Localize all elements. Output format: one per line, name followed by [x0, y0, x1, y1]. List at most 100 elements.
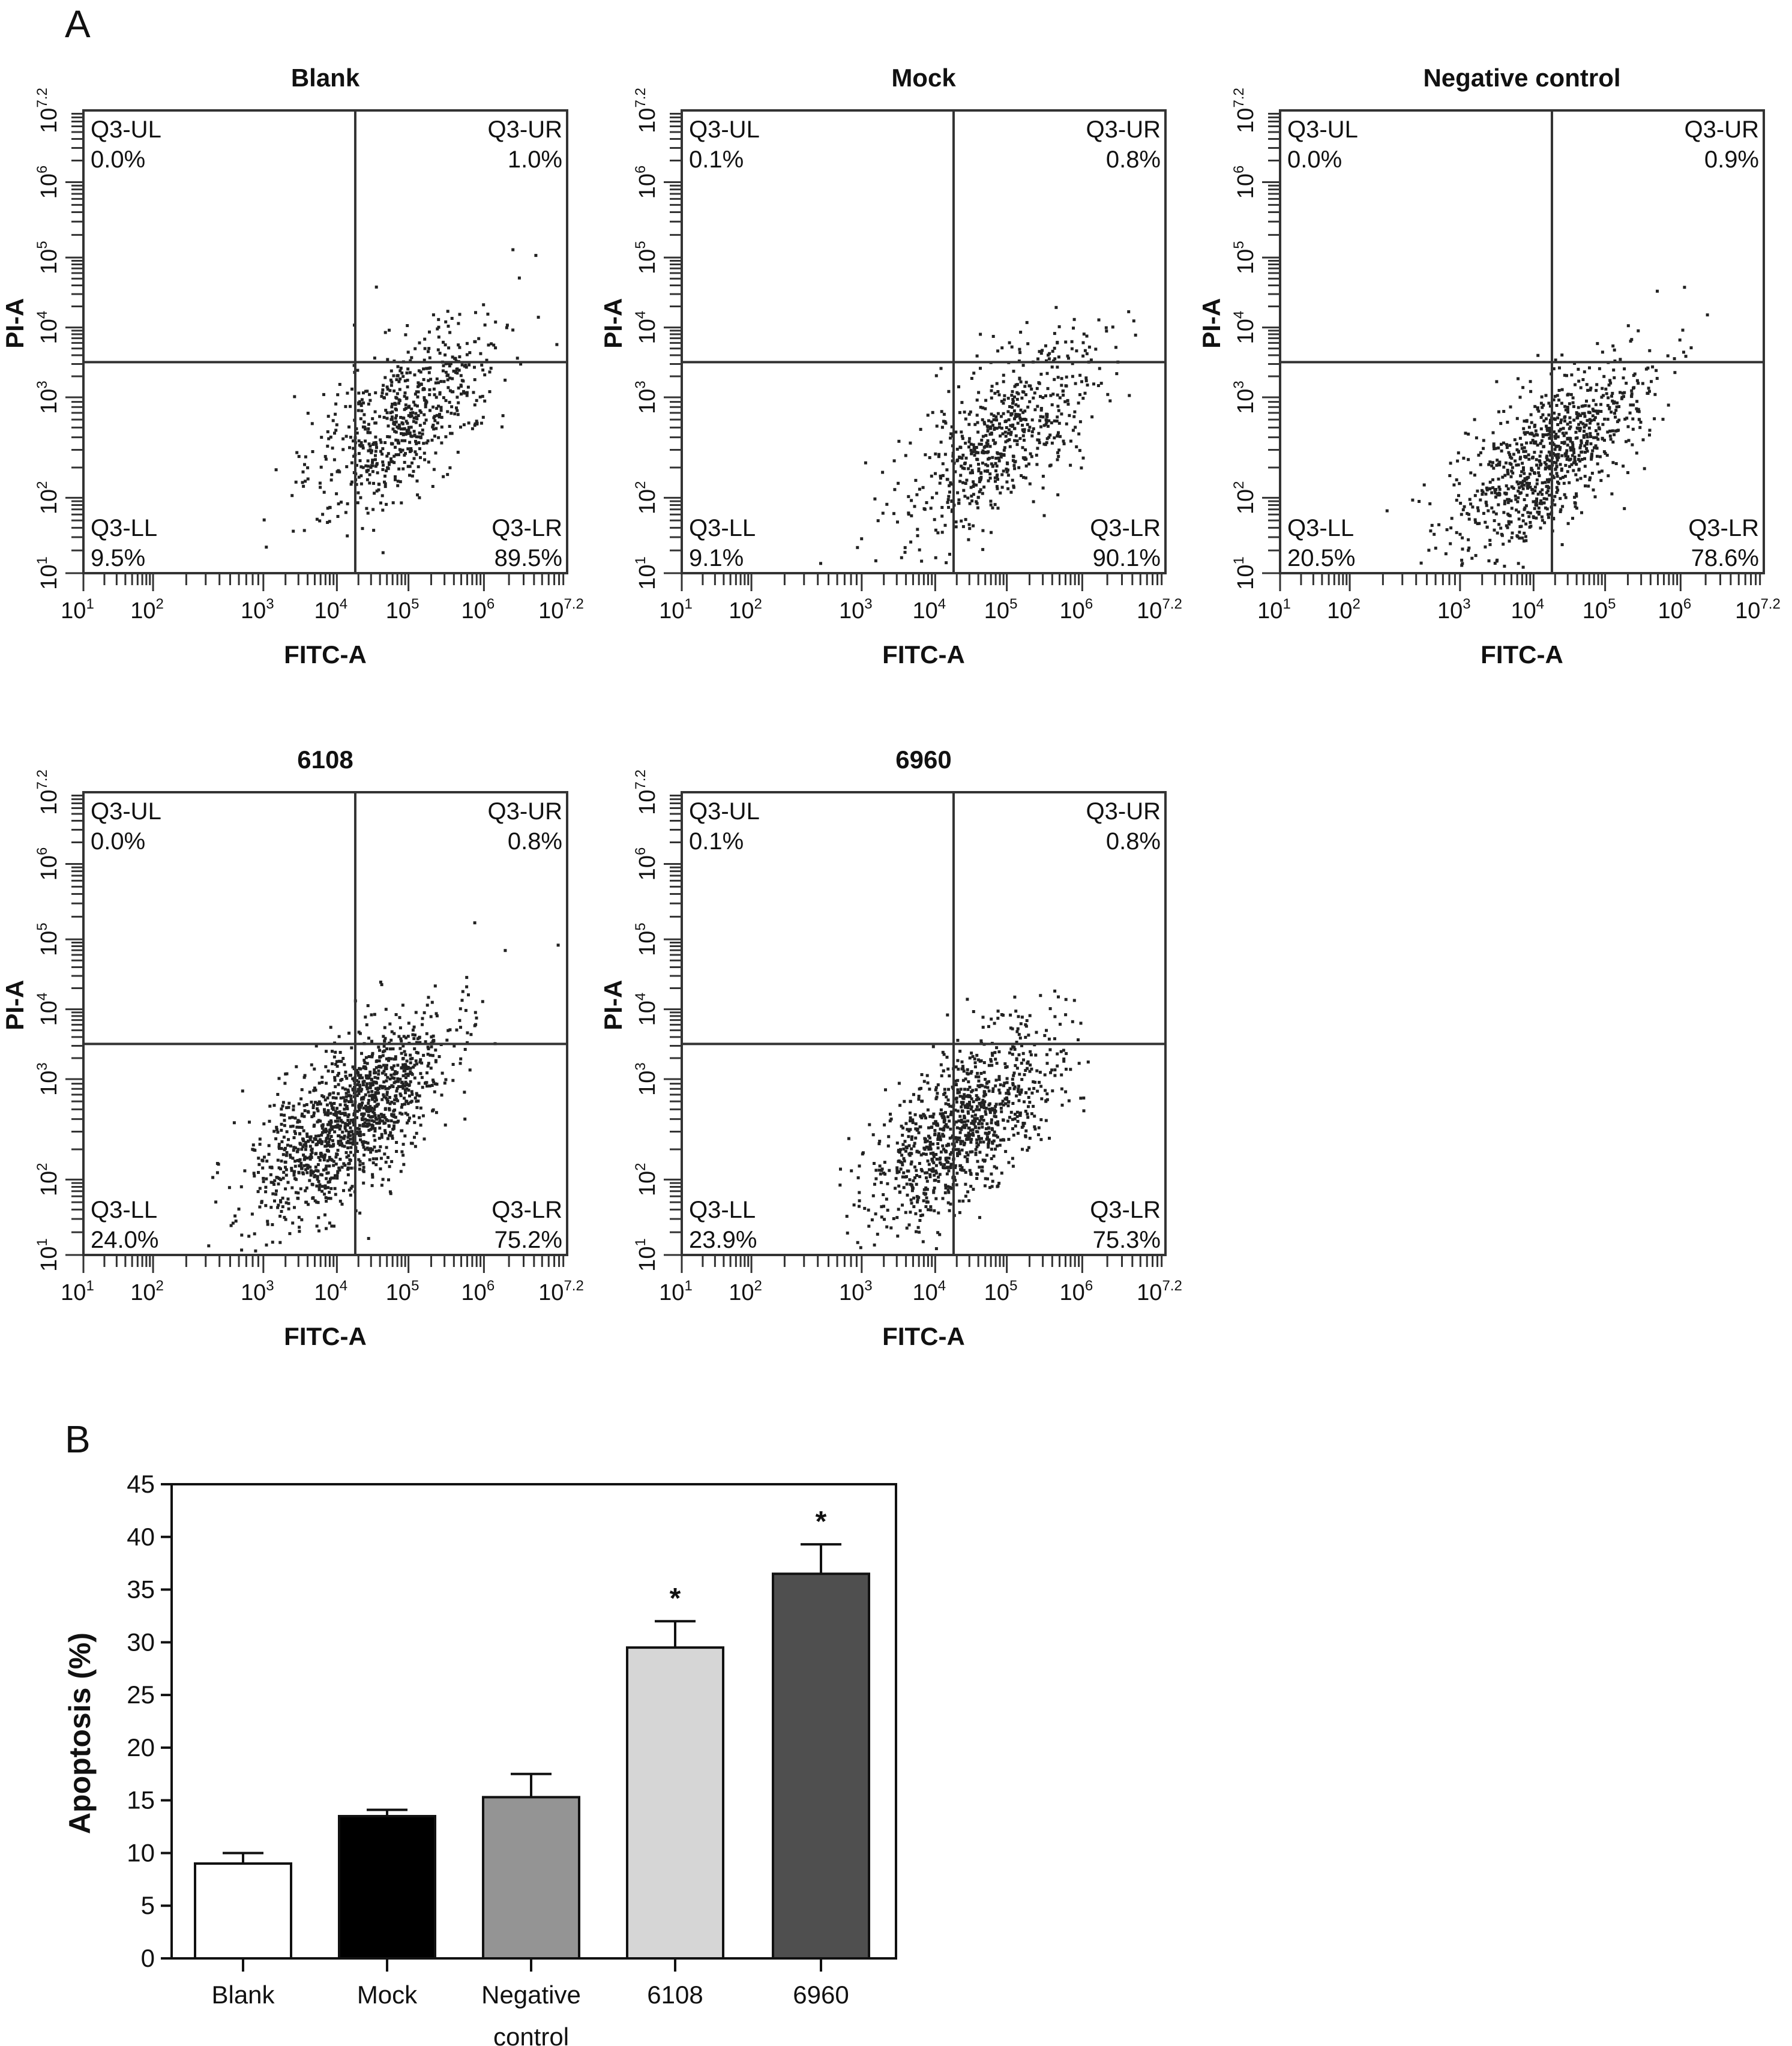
scatter-point [1029, 1053, 1033, 1057]
scatter-point [939, 474, 942, 478]
tick-exponent: 6 [1231, 166, 1247, 173]
scatter-point [1529, 380, 1532, 384]
scatter-point [1480, 489, 1484, 492]
scatter-point [988, 1109, 992, 1113]
scatter-point [1008, 1051, 1011, 1055]
scatter-point [1018, 417, 1022, 420]
scatter-point [1579, 386, 1583, 390]
scatter-point [975, 1172, 979, 1176]
scatter-point [320, 436, 323, 439]
scatter-point [424, 1081, 428, 1085]
scatter-point [1001, 432, 1005, 436]
scatter-point [909, 1152, 912, 1155]
scatter-point [1523, 446, 1526, 450]
scatter-point [346, 1124, 349, 1127]
scatter-point [419, 411, 423, 414]
scatter-point [987, 1080, 991, 1083]
scatter-point [1457, 494, 1460, 498]
tick-base: 10 [1257, 598, 1282, 624]
scatter-point [415, 1062, 418, 1066]
scatter-point [391, 1076, 394, 1080]
scatter-point [339, 1119, 343, 1123]
scatter-point [401, 1057, 404, 1061]
scatter-point [449, 432, 453, 435]
scatter-point [1506, 470, 1509, 474]
scatter-point [1541, 519, 1544, 522]
scatter-point [886, 1208, 889, 1212]
scatter-point [283, 1160, 287, 1164]
scatter-point [415, 390, 418, 394]
scatter-point [1572, 405, 1575, 408]
scatter-point [312, 1111, 316, 1115]
scatter-point [1589, 476, 1592, 480]
y-axis-label: PI-A [1197, 298, 1225, 349]
scatter-point [459, 1062, 462, 1065]
scatter-point [1029, 384, 1032, 388]
scatter-point [419, 382, 423, 386]
scatter-point [1045, 421, 1048, 424]
scatter-point [416, 1037, 419, 1041]
scatter-point [1087, 345, 1091, 349]
scatter-point [925, 1171, 929, 1175]
scatter-point [1026, 1067, 1029, 1070]
scatter-point [1098, 367, 1101, 370]
scatter-point [996, 1185, 999, 1188]
scatter-point [439, 409, 443, 412]
scatter-point [948, 1209, 951, 1212]
scatter-point [555, 343, 559, 346]
scatter-point [986, 442, 990, 446]
scatter-point [329, 478, 333, 482]
scatter-point [897, 1149, 900, 1152]
scatter-point [338, 1110, 341, 1113]
scatter-point [954, 525, 958, 529]
scatter-point [432, 1080, 436, 1084]
tick-exponent: 6 [34, 847, 50, 855]
x-axis-label: FITC-A [882, 640, 965, 669]
scatter-point [469, 1033, 473, 1037]
tick-exponent: 1 [86, 596, 94, 612]
scatter-point [332, 1224, 335, 1228]
scatter-point [1591, 449, 1595, 453]
scatter-point [313, 1086, 316, 1090]
scatter-point [379, 438, 382, 442]
scatter-point [1005, 1096, 1008, 1100]
scatter-point [1008, 1086, 1012, 1090]
scatter-point [1032, 500, 1035, 504]
scatter-point [237, 1208, 241, 1211]
scatter-point [1648, 429, 1652, 432]
scatter-point [1084, 379, 1088, 382]
scatter-point [1448, 474, 1452, 477]
scatter-point [404, 1112, 407, 1115]
scatter-point [320, 1124, 323, 1128]
scatter-point [941, 462, 945, 466]
x-tick-label: 104 [314, 596, 348, 624]
scatter-point [334, 412, 337, 416]
scatter-point [359, 474, 363, 478]
scatter-point [917, 1095, 921, 1098]
scatter-point [949, 1127, 952, 1131]
scatter-point [934, 1088, 937, 1092]
scatter-point [1027, 1034, 1030, 1037]
scatter-point [966, 1110, 970, 1113]
scatter-point [1427, 549, 1431, 552]
scatter-point [996, 451, 999, 454]
tick-exponent: 1 [1282, 596, 1290, 612]
scatter-point [453, 1044, 456, 1048]
scatter-point [963, 1116, 966, 1119]
scatter-point [418, 1035, 421, 1039]
scatter-point [1604, 387, 1608, 391]
scatter-point [359, 441, 363, 444]
scatter-point [1003, 1097, 1007, 1101]
scatter-point [1635, 379, 1639, 382]
scatter-point [975, 1145, 979, 1149]
scatter-point [337, 1071, 340, 1075]
scatter-point [456, 413, 460, 417]
scatter-point [925, 1074, 929, 1077]
scatter-point [1003, 1127, 1006, 1130]
scatter-point [406, 1074, 410, 1077]
scatter-point [1590, 454, 1593, 457]
scatter-point [383, 1107, 387, 1110]
scatter-point [1075, 349, 1078, 353]
scatter-point [964, 417, 967, 421]
scatter-point [1015, 439, 1019, 443]
